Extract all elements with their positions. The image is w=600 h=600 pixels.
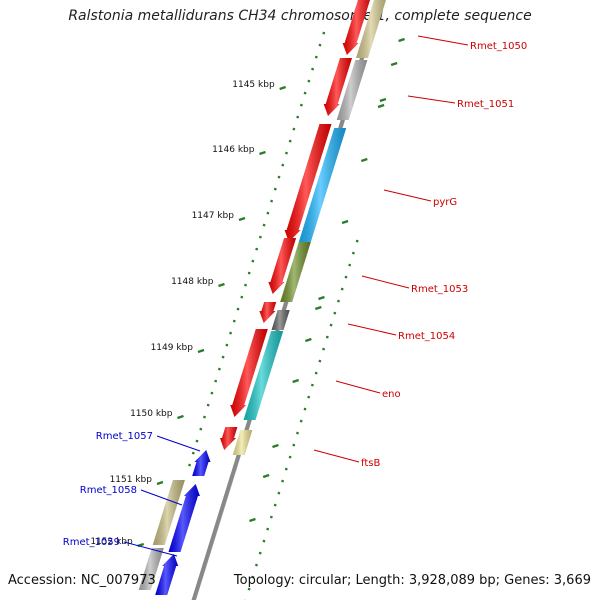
minor-tick: [318, 295, 325, 301]
gene-label[interactable]: Rmet_1053: [411, 284, 468, 295]
minor-tick: [390, 61, 398, 67]
gene-label[interactable]: Rmet_1050: [470, 41, 527, 52]
position-tick: [197, 348, 205, 354]
gene-feature-eno[interactable]: [243, 331, 284, 420]
gene-leader-line: [140, 489, 183, 506]
cds-arrow[interactable]: [342, 0, 374, 55]
gene-feature-pyrg[interactable]: [298, 128, 347, 242]
position-tick: [156, 480, 164, 486]
cds-arrow-blue[interactable]: [168, 484, 200, 552]
gene-leader-line: [313, 449, 360, 463]
gene-label[interactable]: Rmet_1051: [457, 99, 514, 110]
position-tick: [177, 414, 184, 420]
cds-arrow[interactable]: [220, 427, 238, 450]
gene-label[interactable]: Rmet_1059: [63, 537, 120, 548]
minor-tick: [379, 97, 387, 103]
gene-feature-ftsb[interactable]: [232, 430, 253, 455]
minor-tick: [249, 517, 256, 523]
position-tick-label: 1146 kbp: [212, 145, 255, 155]
position-tick-label: 1149 kbp: [151, 343, 194, 353]
minor-tick: [305, 337, 312, 343]
gene-label[interactable]: Rmet_1054: [398, 331, 455, 342]
minor-tick: [360, 157, 368, 163]
position-tick: [279, 85, 287, 91]
outer-dotted-guide: [244, 239, 359, 600]
gene-leader-line: [156, 435, 201, 452]
minor-tick: [398, 37, 405, 43]
map-title: Ralstonia metallidurans CH34 chromosome …: [68, 8, 532, 24]
topology-text: Topology: circular; Length: 3,928,089 bp…: [233, 573, 591, 588]
cds-arrow[interactable]: [230, 329, 268, 417]
cds-arrow[interactable]: [284, 124, 332, 242]
gene-leader-line: [361, 275, 410, 289]
cds-arrow[interactable]: [268, 238, 297, 294]
gene-label[interactable]: Rmet_1058: [80, 485, 137, 496]
position-tick: [218, 282, 225, 288]
position-tick-label: 1147 kbp: [192, 211, 235, 221]
gene-feature-rmet_1054[interactable]: [271, 310, 290, 330]
gene-leader-line: [123, 541, 178, 557]
cds-arrow-blue[interactable]: [155, 554, 179, 595]
cds-arrow[interactable]: [259, 302, 277, 323]
position-tick-label: 1151 kbp: [110, 475, 153, 485]
minor-tick: [262, 473, 270, 479]
position-tick-label: 1148 kbp: [171, 277, 214, 287]
position-tick-label: 1150 kbp: [130, 409, 173, 419]
inner-dotted-guide: [188, 31, 326, 467]
gene-feature-rmet_1050[interactable]: [356, 0, 389, 58]
gene-leader-line: [335, 380, 381, 394]
cds-arrow[interactable]: [323, 58, 352, 116]
gene-label[interactable]: ftsB: [361, 458, 380, 469]
gene-label[interactable]: pyrG: [433, 197, 457, 208]
position-tick-label: 1152 kbp: [90, 537, 133, 547]
gene-feature-rmet_1053[interactable]: [280, 242, 311, 302]
gene-leader-line: [347, 323, 397, 336]
gene-leader-line: [417, 35, 469, 46]
accession-text: Accession: NC_007973: [8, 573, 156, 588]
gene-leader-line: [383, 189, 432, 202]
gene-feature-rmet_1057[interactable]: [192, 450, 211, 476]
minor-tick: [314, 305, 322, 311]
minor-tick: [341, 219, 349, 225]
minor-tick: [292, 378, 300, 384]
gene-leader-line: [407, 95, 456, 104]
position-tick: [259, 150, 266, 156]
position-tick: [238, 216, 246, 222]
minor-tick: [272, 443, 279, 449]
gene-feature-rmet_1058[interactable]: [152, 480, 185, 545]
gene-feature-rmet_1059[interactable]: [138, 548, 164, 590]
gene-feature-rmet_1051[interactable]: [336, 60, 368, 120]
gene-label[interactable]: Rmet_1057: [96, 431, 153, 442]
minor-tick: [377, 103, 385, 109]
gene-label[interactable]: eno: [382, 389, 401, 400]
position-tick-label: 1145 kbp: [232, 80, 275, 90]
